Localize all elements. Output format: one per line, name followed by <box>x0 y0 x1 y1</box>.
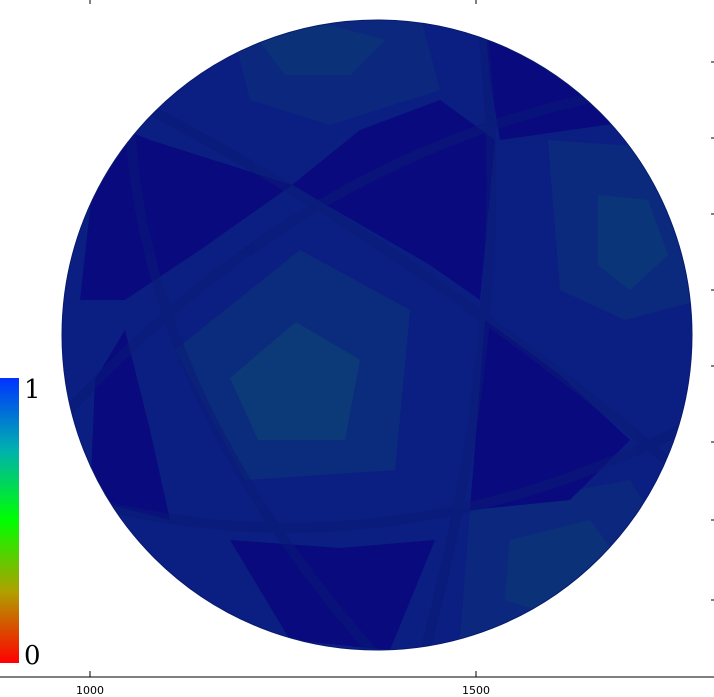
colorbar-bar <box>0 378 19 663</box>
upper-triangle <box>292 100 495 300</box>
sphere-outline <box>61 19 693 651</box>
bottom-triangle <box>230 540 435 650</box>
right-pentagon-halo <box>548 140 692 320</box>
colorbar-max-label: 1 <box>24 375 41 405</box>
lower-left-triangle <box>90 330 170 520</box>
colorbar-min-label: 0 <box>24 641 41 671</box>
sphere-heatmap <box>61 19 693 651</box>
sphere-cells <box>80 20 692 650</box>
colorbar: 1 0 <box>0 375 41 671</box>
right-triangle <box>470 320 630 510</box>
x-tick-label-1500: 1500 <box>462 684 490 697</box>
x-tick-label-1000: 1000 <box>76 684 104 697</box>
center-pentagon-halo <box>175 250 410 480</box>
top-pentagon-halo <box>230 20 440 125</box>
